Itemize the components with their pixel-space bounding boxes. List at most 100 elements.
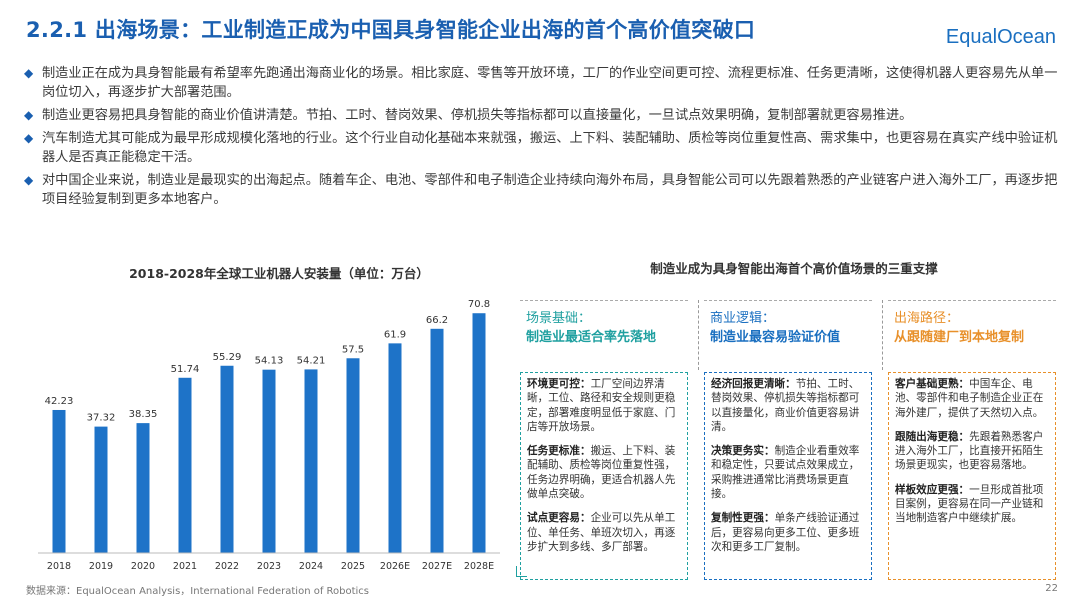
pillars-title: 制造业成为具身智能出海首个高价值场景的三重支撑 [650, 261, 938, 276]
item-head: 试点更容易： [527, 512, 591, 525]
pillar-subtitle: 制造业最容易验证价值 [710, 330, 841, 345]
value-label-2020: 38.35 [129, 409, 158, 420]
item-text: 单条产线验证通过后，更容易向更多工位、更多班次和更多工厂复制。 [711, 512, 860, 553]
value-label-2019: 37.32 [87, 413, 116, 424]
tick-label-2023: 2023 [257, 561, 281, 572]
value-label-2022: 55.29 [213, 352, 242, 363]
chart-title: 2018-2028年全球工业机器人安装量（单位：万台） [129, 266, 429, 281]
item-head: 客户基础更熟： [895, 378, 970, 390]
item-text: 节拍、工时、替岗效果、停机损失等指标都可以直接量化，商业价值更容易讲清。 [711, 378, 860, 433]
bar-2024 [304, 369, 318, 553]
pillar-header: 商业逻辑： 制造业最容易验证价值 [704, 300, 872, 348]
brand-logo: EqualOcean [946, 26, 1056, 49]
item-text: 搬运、上下料、装配辅助、质检等岗位重复性强，任务边界明确，更适合机器人先做单点突… [527, 445, 676, 501]
page-number: 22 [1045, 583, 1058, 594]
tick-label-2025: 2025 [341, 561, 365, 572]
bullet-item: ◆ 对中国企业来说，制造业是最现实的出海起点。随着车企、电池、零部件和电子制造企业… [24, 171, 1060, 209]
pillar-subtitle: 制造业最适合率先落地 [526, 330, 657, 345]
bar-2022 [220, 365, 234, 553]
bar-2021 [178, 377, 192, 553]
tick-label-2020: 2020 [131, 561, 155, 572]
pillar-box: 经济回报更清晰：节拍、工时、替岗效果、停机损失等指标都可以直接量化，商业价值更容… [704, 372, 872, 580]
bar-2019 [94, 426, 108, 553]
pillar-item: 跟随出海更稳：先跟着熟悉客户进入海外工厂，比直接开拓陌生场景更现实，也更容易落地… [895, 430, 1049, 473]
bullet-item: ◆ 制造业更容易把具身智能的商业价值讲清楚。节拍、工时、替岗效果、停机损失等指标都… [24, 106, 1060, 125]
tick-label-2018: 2018 [47, 561, 71, 572]
item-head: 任务更标准： [527, 445, 591, 458]
pillar-item: 样板效应更强：一旦形成首批项目案例，更容易在同一产业链和当地制造客户中继续扩展。 [895, 483, 1049, 526]
value-label-2018: 42.23 [45, 396, 74, 407]
tick-label-2024: 2024 [299, 561, 323, 572]
page-title: 2.2.1 出海场景：工业制造正成为中国具身智能企业出海的首个高价值突破口 [26, 18, 756, 42]
bullet-item: ◆ 汽车制造尤其可能成为最早形成规模化落地的行业。这个行业自动化基础本来就强，搬运… [24, 129, 1060, 167]
item-head: 样板效应更强： [895, 483, 970, 496]
bar-2020 [136, 423, 150, 553]
bullet-text: 汽车制造尤其可能成为最早形成规模化落地的行业。这个行业自动化基础本来就强，搬运、… [42, 131, 1058, 165]
diamond-bullet-icon: ◆ [24, 173, 34, 187]
bar-2018 [52, 409, 66, 553]
logo-prefix: Equal [945, 26, 998, 48]
pillar-box: 环境更可控：工厂空间边界清晰，工位、路径和安全规则更稳定，部署难度明显低于家庭、… [520, 372, 688, 580]
bar-2028E [472, 313, 486, 553]
pillar-business: 商业逻辑： 制造业最容易验证价值 经济回报更清晰：节拍、工时、替岗效果、停机损失… [704, 300, 872, 580]
pillar-path: 出海路径： 从跟随建厂到本地复制 客户基础更熟：中国车企、电池、零部件和电子制造… [888, 300, 1056, 580]
pillar-item: 复制性更强：单条产线验证通过后，更容易向更多工位、更多班次和更多工厂复制。 [711, 511, 865, 554]
pillar-scene: 场景基础： 制造业最适合率先落地 环境更可控：工厂空间边界清晰，工位、路径和安全… [520, 300, 688, 580]
item-text: 企业可以先从单工位、单任务、单班次切入，再逐步扩大到多线、多厂部署。 [527, 512, 676, 553]
bullet-text: 制造业正在成为具身智能最有希望率先跑通出海商业化的场景。相比家庭、零售等开放环境… [42, 66, 1058, 100]
logo-suffix: cean [1012, 26, 1056, 48]
value-label-2021: 51.74 [171, 364, 200, 375]
value-label-2025: 57.5 [342, 344, 364, 355]
bullet-list: ◆ 制造业正在成为具身智能最有希望率先跑通出海商业化的场景。相比家庭、零售等开放环… [24, 64, 1060, 213]
pillar-label: 出海路径： [894, 311, 960, 326]
value-label-2024: 54.21 [297, 355, 326, 366]
bullet-text: 制造业更容易把具身智能的商业价值讲清楚。节拍、工时、替岗效果、停机损失等指标都可… [42, 108, 913, 123]
tick-label-2026E: 2026E [380, 561, 410, 572]
bullet-item: ◆ 制造业正在成为具身智能最有希望率先跑通出海商业化的场景。相比家庭、零售等开放环… [24, 64, 1060, 102]
diamond-bullet-icon: ◆ [24, 131, 34, 145]
item-text: 中国车企、电池、零部件和电子制造企业正在海外建厂，提供了天然切入点。 [895, 378, 1044, 419]
corner-mark [516, 566, 527, 577]
tick-label-2027E: 2027E [422, 561, 452, 572]
pillar-item: 环境更可控：工厂空间边界清晰，工位、路径和安全规则更稳定，部署难度明显低于家庭、… [527, 377, 681, 434]
pillar-box: 客户基础更熟：中国车企、电池、零部件和电子制造企业正在海外建厂，提供了天然切入点… [888, 372, 1056, 580]
pillar-item: 任务更标准：搬运、上下料、装配辅助、质检等岗位重复性强，任务边界明确，更适合机器… [527, 444, 681, 501]
column-divider [882, 300, 883, 370]
tick-label-2021: 2021 [173, 561, 197, 572]
diamond-bullet-icon: ◆ [24, 66, 34, 80]
item-head: 环境更可控： [527, 378, 591, 390]
pillar-item: 客户基础更熟：中国车企、电池、零部件和电子制造企业正在海外建厂，提供了天然切入点… [895, 377, 1049, 420]
value-label-2023: 54.13 [255, 356, 284, 367]
value-label-2027E: 66.2 [426, 315, 448, 326]
pillar-label: 商业逻辑： [710, 311, 776, 326]
column-divider [698, 300, 699, 370]
pillar-item: 试点更容易：企业可以先从单工位、单任务、单班次切入，再逐步扩大到多线、多厂部署。 [527, 511, 681, 554]
tick-label-2022: 2022 [215, 561, 239, 572]
tick-label-2019: 2019 [89, 561, 113, 572]
pillar-header: 出海路径： 从跟随建厂到本地复制 [888, 300, 1056, 348]
item-head: 经济回报更清晰： [711, 378, 796, 390]
bullet-text: 对中国企业来说，制造业是最现实的出海起点。随着车企、电池、零部件和电子制造企业持… [42, 173, 1058, 207]
tick-label-2028E: 2028E [464, 561, 494, 572]
item-text: 工厂空间边界清晰，工位、路径和安全规则更稳定，部署难度明显低于家庭、门店等开放场… [527, 378, 676, 433]
item-head: 决策更务实： [711, 445, 775, 458]
pillar-header: 场景基础： 制造业最适合率先落地 [520, 300, 688, 348]
bar-2023 [262, 369, 276, 553]
item-text: 一旦形成首批项目案例，更容易在同一产业链和当地制造客户中继续扩展。 [895, 483, 1044, 525]
item-text: 制造企业看重效率和稳定性，只要试点效果成立，采购推进通常比消费场景更直接。 [711, 445, 860, 501]
item-head: 复制性更强： [711, 512, 775, 525]
pillar-item: 经济回报更清晰：节拍、工时、替岗效果、停机损失等指标都可以直接量化，商业价值更容… [711, 377, 865, 434]
logo-mark: O [997, 26, 1013, 48]
value-label-2028E: 70.8 [468, 299, 490, 310]
bar-2026E [388, 343, 402, 553]
data-source: 数据来源：EqualOcean Analysis，International F… [26, 586, 370, 597]
pillar-label: 场景基础： [526, 311, 592, 326]
bar-2027E [430, 328, 444, 553]
item-text: 先跟着熟悉客户进入海外工厂，比直接开拓陌生场景更现实，也更容易落地。 [895, 430, 1044, 472]
item-head: 跟随出海更稳： [895, 430, 970, 443]
bar-2025 [346, 358, 360, 553]
value-label-2026E: 61.9 [384, 329, 406, 340]
pillar-subtitle: 从跟随建厂到本地复制 [894, 330, 1025, 345]
pillar-item: 决策更务实：制造企业看重效率和稳定性，只要试点效果成立，采购推进通常比消费场景更… [711, 444, 865, 501]
installations-bar-chart: 42.23 2018 37.32 2019 38.35 2020 51.74 2021 55.2… [38, 299, 500, 572]
